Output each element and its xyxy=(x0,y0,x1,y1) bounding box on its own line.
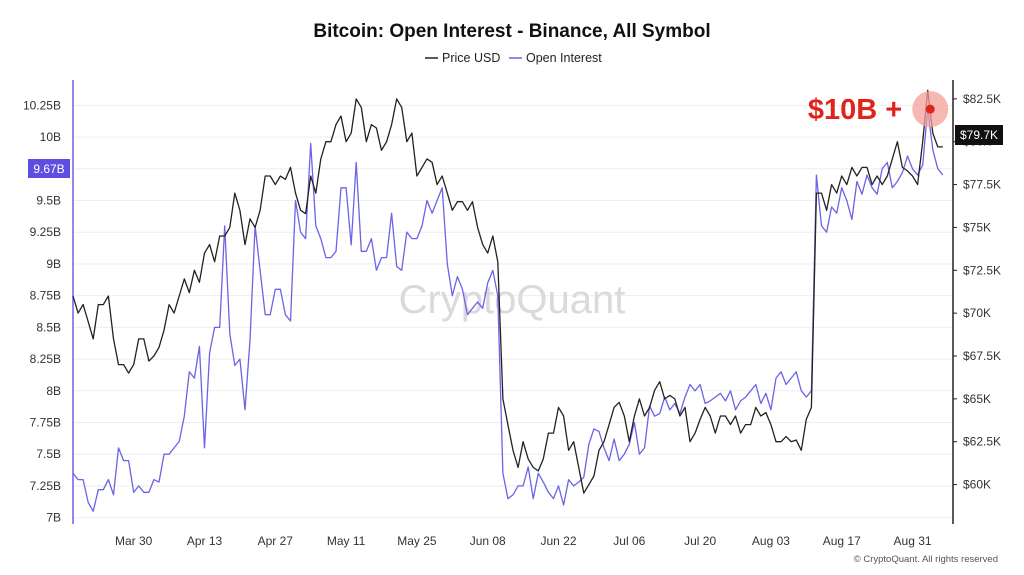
open-interest-line xyxy=(72,108,944,512)
x-tick-label: Jul 20 xyxy=(684,534,716,548)
watermark: CryptoQuant xyxy=(399,278,626,322)
x-tick-label: Apr 13 xyxy=(187,534,223,548)
axes xyxy=(72,80,954,524)
price-line xyxy=(72,89,943,494)
right-tick-label: $75K xyxy=(963,220,991,234)
right-tick-label: $77.5K xyxy=(963,178,1001,192)
right-tick-label: $65K xyxy=(963,392,991,406)
left-tick-label: 8.5B xyxy=(36,320,61,334)
x-tick-label: Aug 17 xyxy=(823,534,861,548)
legend[interactable]: Price USD Open Interest xyxy=(425,51,602,65)
left-tick-label: 10B xyxy=(40,130,61,144)
legend-open-interest[interactable]: Open Interest xyxy=(526,51,602,65)
x-axis-ticks: Mar 30 Apr 13 Apr 27 May 11 May 25 Jun 08 Jun … xyxy=(115,534,932,548)
annotation-text: $10B + xyxy=(808,94,902,126)
x-tick-label: Jun 08 xyxy=(470,534,506,548)
open-interest-badge: 9.67B xyxy=(28,159,70,178)
x-tick-label: Jun 22 xyxy=(541,534,577,548)
chart-title: Bitcoin: Open Interest - Binance, All Sy… xyxy=(313,21,710,42)
price-badge-box xyxy=(955,125,1003,145)
left-tick-label: 7.5B xyxy=(36,447,61,461)
legend-price[interactable]: Price USD xyxy=(442,51,500,65)
price-badge-text: $79.7K xyxy=(960,128,998,142)
gridlines xyxy=(73,104,953,519)
left-tick-label: 8.25B xyxy=(30,352,61,366)
x-tick-label: Aug 31 xyxy=(894,534,932,548)
annotation-dot xyxy=(925,104,935,114)
left-tick-label: 9B xyxy=(46,257,61,271)
x-tick-label: Jul 06 xyxy=(613,534,645,548)
series-layer xyxy=(72,89,944,512)
left-tick-label: 9.25B xyxy=(30,225,61,239)
right-tick-label: $72.5K xyxy=(963,263,1001,277)
right-tick-label: $82.5K xyxy=(963,92,1001,106)
right-tick-label: $60K xyxy=(963,478,991,492)
left-tick-label: 8.75B xyxy=(30,289,61,303)
x-tick-label: Aug 03 xyxy=(752,534,790,548)
x-tick-label: Mar 30 xyxy=(115,534,153,548)
left-tick-label: 7B xyxy=(46,511,61,525)
x-tick-label: Apr 27 xyxy=(258,534,294,548)
right-tick-label: $62.5K xyxy=(963,435,1001,449)
left-tick-label: 7.25B xyxy=(30,479,61,493)
right-tick-label: $67.5K xyxy=(963,349,1001,363)
x-tick-label: May 25 xyxy=(397,534,437,548)
left-tick-label: 8B xyxy=(46,384,61,398)
price-badge: $79.7K xyxy=(955,125,1003,145)
left-tick-label: 7.75B xyxy=(30,416,61,430)
left-tick-label: 10.25B xyxy=(23,98,61,112)
open-interest-badge-box xyxy=(28,159,70,178)
annotation-10b: $10B + xyxy=(808,91,949,128)
x-tick-label: May 11 xyxy=(327,534,366,548)
open-interest-badge-text: 9.67B xyxy=(33,162,64,176)
copyright: © CryptoQuant. All rights reserved xyxy=(854,554,998,565)
left-tick-label: 9.5B xyxy=(36,194,61,208)
right-tick-label: $70K xyxy=(963,306,991,320)
right-axis-ticks: $60K $62.5K $65K $67.5K $70K $72.5K $75K $77.5K… xyxy=(953,92,1001,492)
